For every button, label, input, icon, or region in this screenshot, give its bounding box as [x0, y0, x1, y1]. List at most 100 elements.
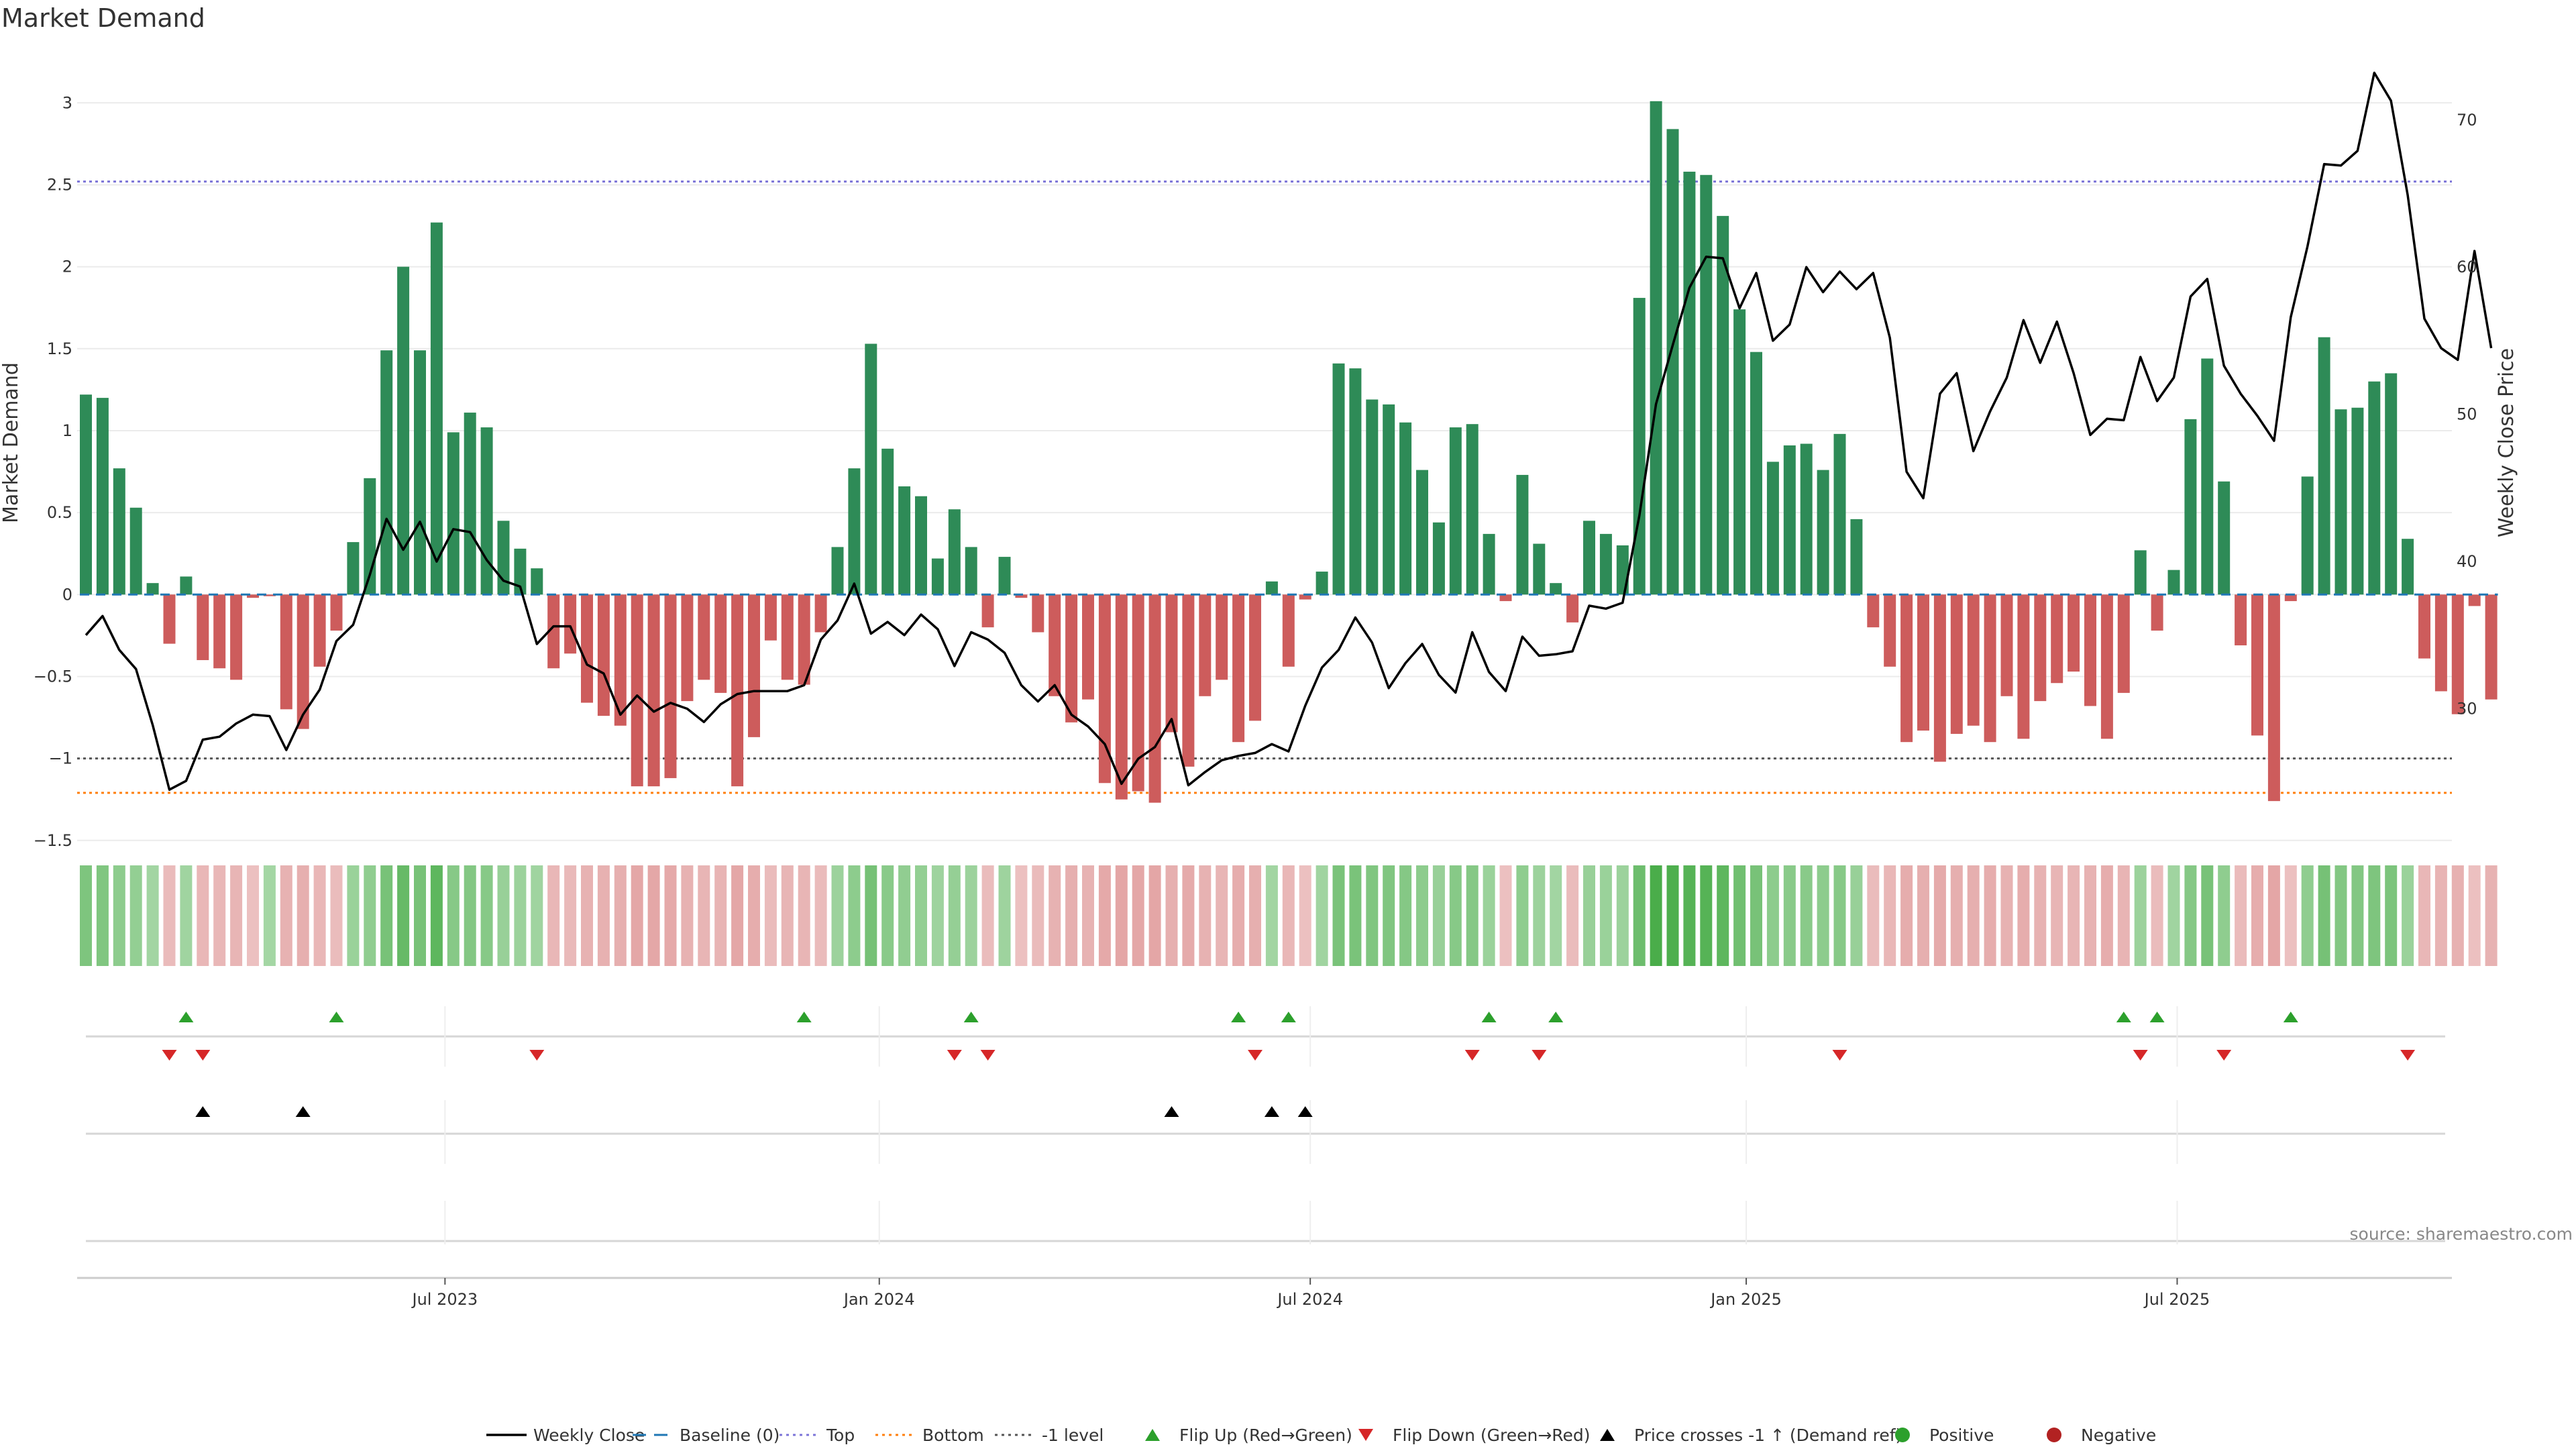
demand-bar — [497, 521, 510, 595]
strength-cell — [1132, 865, 1144, 966]
price-cross-marker — [195, 1106, 211, 1117]
strength-cell — [881, 865, 894, 966]
demand-bar — [2468, 594, 2481, 606]
strength-cell — [1199, 865, 1212, 966]
strength-cell — [1432, 865, 1445, 966]
demand-bar — [514, 548, 527, 595]
legend-circle — [1895, 1428, 1910, 1442]
strength-cell — [1148, 865, 1161, 966]
demand-bar — [230, 594, 243, 680]
flip-up-marker — [963, 1012, 979, 1022]
strength-cell — [2451, 865, 2464, 966]
strength-cell — [1015, 865, 1028, 966]
strength-cell — [1967, 865, 1980, 966]
strength-cell — [898, 865, 911, 966]
y-tick-label: 0 — [62, 585, 72, 604]
demand-bar — [2368, 381, 2381, 595]
demand-bar — [698, 594, 710, 680]
strength-cell — [1449, 865, 1462, 966]
strength-cell — [998, 865, 1011, 966]
y2-tick-label: 50 — [2457, 405, 2477, 424]
strength-cell — [197, 865, 209, 966]
flip-down-marker — [2400, 1050, 2416, 1061]
demand-bar — [1383, 404, 1395, 595]
y-axis-title: Market Demand — [0, 362, 23, 523]
strength-cell — [1165, 865, 1178, 966]
demand-bar — [96, 398, 109, 595]
strength-cell — [1032, 865, 1044, 966]
legend-label: Baseline (0) — [680, 1426, 780, 1445]
strength-cell — [915, 865, 927, 966]
demand-bar — [1599, 533, 1612, 595]
flip-down-marker — [1832, 1050, 1847, 1061]
legend-triangle-down — [1358, 1429, 1373, 1441]
strength-cell — [614, 865, 627, 966]
demand-bar — [2301, 476, 2314, 595]
demand-bar — [681, 594, 694, 702]
demand-bar — [1449, 427, 1462, 595]
demand-bar — [480, 427, 493, 595]
demand-bar — [2100, 594, 2113, 739]
price-cross-marker — [1297, 1106, 1313, 1117]
strength-cell — [647, 865, 660, 966]
y-tick-label: 0.5 — [47, 503, 72, 522]
source-label: source: sharemaestro.com — [2350, 1224, 2573, 1244]
strength-cell — [1566, 865, 1579, 966]
flip-up-marker — [2116, 1012, 2131, 1022]
demand-bar — [163, 594, 176, 644]
demand-bar — [848, 468, 861, 595]
demand-bar — [1148, 594, 1161, 803]
strength-cell — [764, 865, 777, 966]
strength-cell — [1783, 865, 1796, 966]
demand-bar — [1366, 399, 1379, 595]
demand-bar — [2235, 594, 2247, 646]
demand-bar — [313, 594, 326, 667]
demand-bar — [430, 222, 443, 595]
demand-bar — [1299, 594, 1311, 600]
demand-bar — [1265, 581, 1278, 595]
strength-cell — [247, 865, 259, 966]
demand-bar — [180, 576, 193, 595]
y-tick-label: 1.5 — [47, 339, 72, 358]
strength-cell — [2151, 865, 2163, 966]
demand-bar — [2418, 594, 2430, 659]
demand-bar — [931, 558, 944, 595]
demand-bar — [1933, 594, 1946, 762]
flip-up-marker — [2149, 1012, 2165, 1022]
demand-bar — [1900, 594, 1913, 743]
strength-cell — [180, 865, 193, 966]
legend-label: Top — [826, 1426, 855, 1445]
strength-cell — [698, 865, 710, 966]
legend-label: Positive — [1929, 1426, 1994, 1445]
demand-bar — [447, 432, 460, 595]
strength-cell — [2267, 865, 2280, 966]
y2-tick-label: 40 — [2457, 552, 2477, 571]
flip-down-marker — [947, 1050, 962, 1061]
strength-cell — [781, 865, 794, 966]
weekly-close-line-layer — [85, 71, 2493, 791]
demand-bar — [2451, 594, 2464, 714]
strength-cell — [981, 865, 994, 966]
demand-bar — [2267, 594, 2280, 802]
strength-cell — [1717, 865, 1729, 966]
strength-cell — [1366, 865, 1379, 966]
strength-cell — [2218, 865, 2231, 966]
strength-cell — [1082, 865, 1094, 966]
demand-bar — [380, 350, 393, 595]
flip-down-marker — [1464, 1050, 1480, 1061]
x-tick-label: Jan 2025 — [1709, 1290, 1782, 1309]
strength-cell — [163, 865, 176, 966]
demand-bar — [1817, 470, 1829, 595]
demand-bar — [247, 594, 259, 598]
demand-bar — [1082, 594, 1094, 700]
demand-bar — [1850, 519, 1863, 595]
demand-bar — [2485, 594, 2498, 700]
strength-cell — [1599, 865, 1612, 966]
strength-cell — [1733, 865, 1746, 966]
strength-cell — [1065, 865, 1078, 966]
demand-bar — [1783, 445, 1796, 595]
strength-cell — [1950, 865, 1963, 966]
strength-cell — [213, 865, 226, 966]
demand-bar — [881, 448, 894, 595]
price-cross-marker — [295, 1106, 311, 1117]
